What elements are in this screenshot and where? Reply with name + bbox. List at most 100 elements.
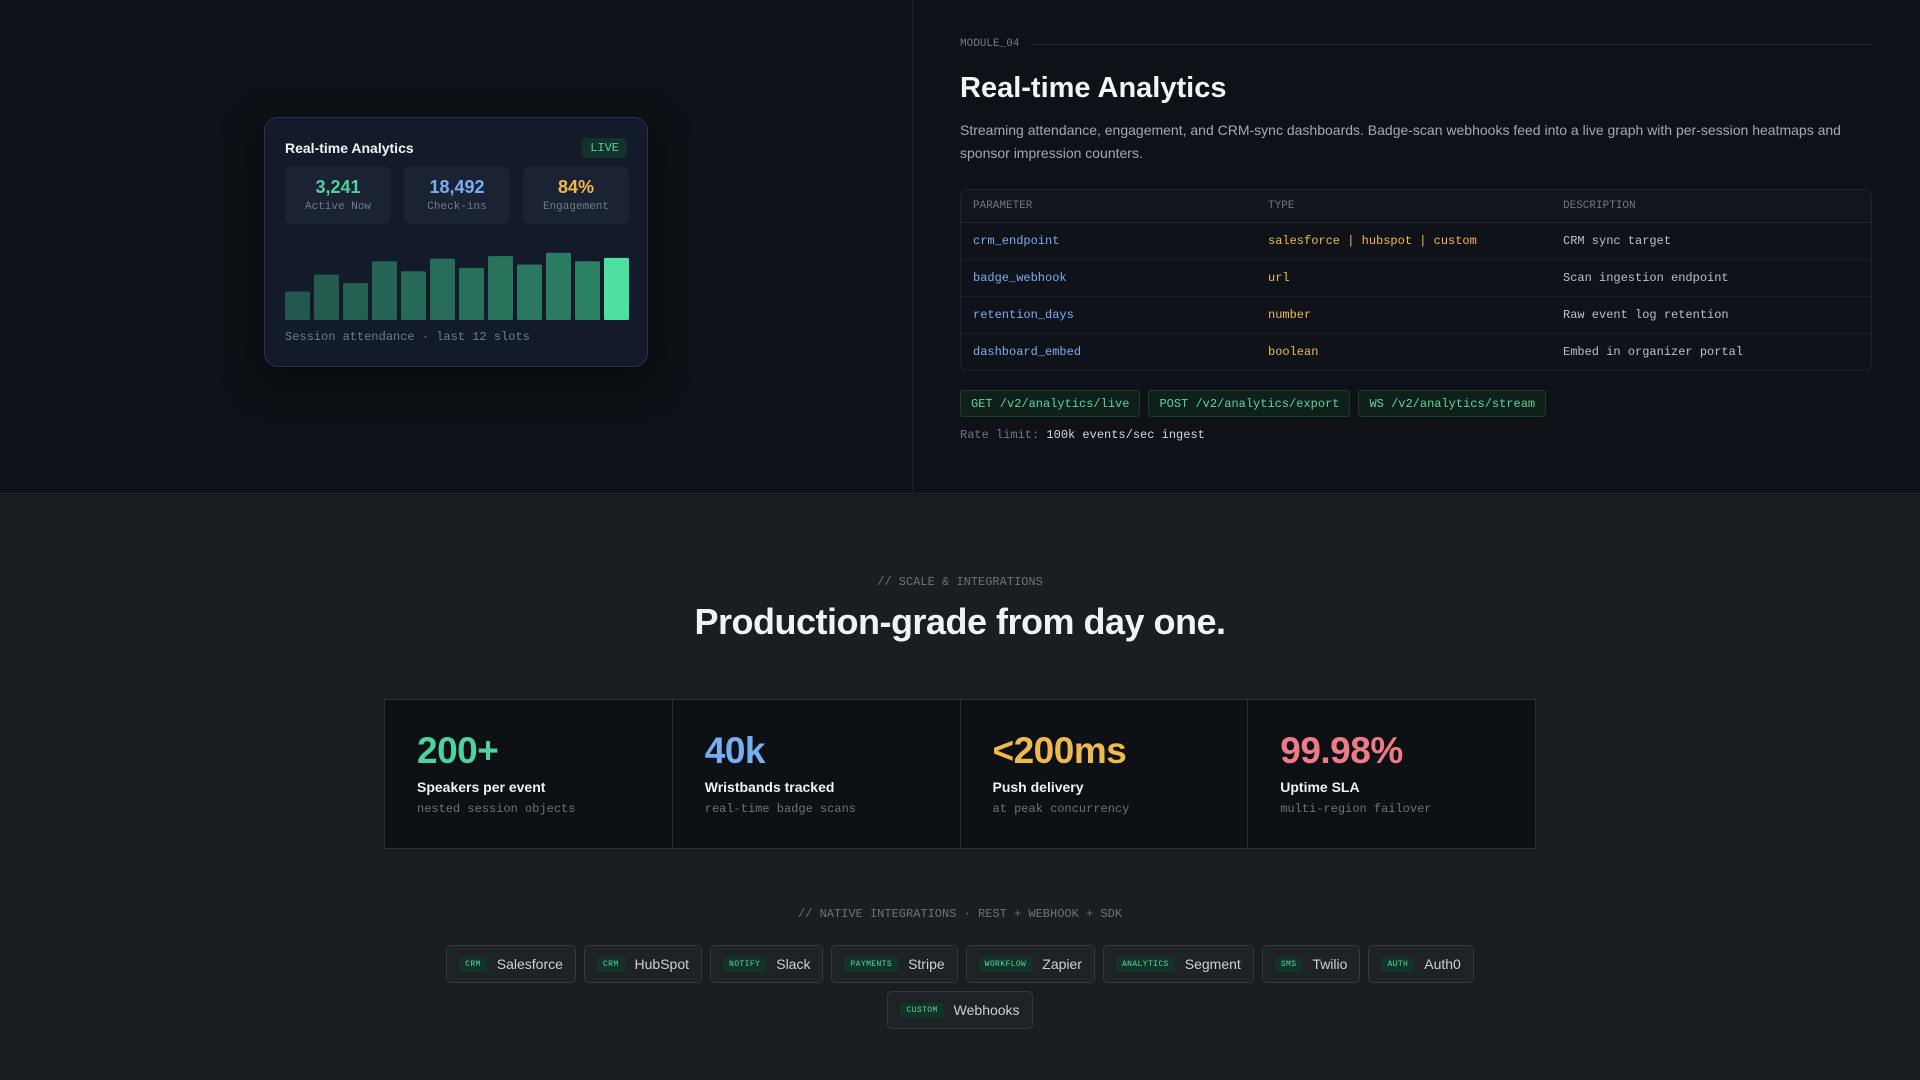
integration-name: Auth0	[1424, 956, 1461, 972]
integration-category: ANALYTICS	[1115, 956, 1175, 972]
metric-value: 3,241	[315, 177, 361, 197]
card-title: Real-time Analytics	[285, 140, 414, 156]
param-name: badge_webhook	[973, 271, 1067, 285]
integration-name: Zapier	[1042, 956, 1082, 972]
chart-caption: Session attendance · last 12 slots	[285, 330, 530, 344]
stat-push-delivery: <200ms Push delivery at peak concurrency	[961, 700, 1249, 848]
stat-sub: at peak concurrency	[992, 802, 1130, 816]
integration-name: Salesforce	[496, 956, 563, 972]
endpoint-list: GET /v2/analytics/live POST /v2/analytic…	[960, 390, 1547, 417]
stat-name: Wristbands tracked	[704, 779, 835, 795]
module-tag: MODULE_04	[960, 38, 1020, 50]
metric-engagement: 84% Engagement	[523, 166, 629, 224]
header-type: TYPE	[1268, 200, 1295, 212]
attendance-bar	[604, 257, 629, 320]
param-description: Scan ingestion endpoint	[1563, 271, 1729, 285]
integration-segment[interactable]: ANALYTICS Segment	[1102, 945, 1254, 983]
module-tag-row: MODULE_04	[960, 38, 1872, 50]
attendance-bar	[546, 252, 571, 320]
stat-sub: multi-region failover	[1280, 802, 1432, 816]
integration-category: WORKFLOW	[978, 956, 1033, 972]
integration-category: AUTH	[1381, 956, 1415, 972]
integration-category: PAYMENTS	[844, 956, 899, 972]
attendance-bar	[575, 261, 600, 320]
live-badge: LIVE	[582, 138, 627, 158]
integration-twilio[interactable]: SMS Twilio	[1261, 945, 1361, 983]
stat-value: 200+	[417, 730, 499, 771]
param-description: CRM sync target	[1563, 234, 1672, 248]
tag-divider-line	[1031, 43, 1872, 45]
table-row: dashboard_embed boolean Embed in organiz…	[961, 334, 1871, 370]
attendance-bar	[285, 291, 310, 320]
metric-value: 84%	[557, 177, 595, 197]
module-description: Streaming attendance, engagement, and CR…	[960, 122, 1841, 161]
param-description: Embed in organizer portal	[1563, 345, 1744, 359]
module-info: MODULE_04 Real-time Analytics Streaming …	[960, 38, 1872, 165]
stat-name: Uptime SLA	[1280, 779, 1360, 795]
stat-sub: real-time badge scans	[704, 802, 856, 816]
scale-eyebrow: // SCALE & INTEGRATIONS	[877, 575, 1043, 589]
module-title: Real-time Analytics	[960, 72, 1227, 104]
stat-value: <200ms	[992, 730, 1127, 771]
attendance-bar	[343, 283, 368, 320]
integration-slack[interactable]: NOTIFY Slack	[710, 945, 824, 983]
table-header: PARAMETER TYPE DESCRIPTION	[961, 190, 1871, 223]
integration-salesforce[interactable]: CRM Salesforce	[446, 945, 576, 983]
attendance-bar	[401, 271, 426, 320]
param-name: crm_endpoint	[973, 234, 1060, 248]
integration-webhooks[interactable]: CUSTOM Webhooks	[887, 991, 1033, 1029]
metric-value: 18,492	[429, 177, 485, 197]
bar-chart-svg	[285, 252, 629, 320]
analytics-preview-card: Real-time Analytics LIVE 3,241 Active No…	[264, 117, 648, 367]
integrations-eyebrow: // NATIVE INTEGRATIONS · REST + WEBHOOK …	[797, 907, 1123, 921]
rate-limit-label: Rate limit:	[960, 428, 1040, 442]
rate-limit: Rate limit: 100k events/sec ingest	[960, 428, 1205, 442]
module-section: Real-time Analytics LIVE 3,241 Active No…	[0, 0, 1920, 494]
endpoint-get-live: GET /v2/analytics/live	[960, 390, 1141, 417]
param-type: salesforce | hubspot | custom	[1268, 234, 1477, 248]
param-description: Raw event log retention	[1563, 308, 1729, 322]
attendance-bar	[430, 258, 455, 320]
stat-name: Push delivery	[992, 779, 1084, 795]
integration-hubspot[interactable]: CRM HubSpot	[583, 945, 703, 983]
integration-zapier[interactable]: WORKFLOW Zapier	[965, 945, 1095, 983]
integration-name: Twilio	[1312, 956, 1348, 972]
metric-label: Engagement	[542, 201, 609, 213]
attendance-bar	[459, 267, 484, 320]
param-type: number	[1268, 308, 1312, 322]
scale-section: // SCALE & INTEGRATIONS Production-grade…	[0, 495, 1920, 1080]
param-type: boolean	[1268, 345, 1319, 359]
stat-speakers: 200+ Speakers per event nested session o…	[385, 700, 673, 848]
stats-grid: 200+ Speakers per event nested session o…	[384, 699, 1536, 849]
rate-limit-value: 100k events/sec ingest	[1046, 428, 1205, 442]
endpoint-ws-stream: WS /v2/analytics/stream	[1358, 390, 1547, 417]
section-divider	[912, 0, 913, 494]
endpoint-post-export: POST /v2/analytics/export	[1148, 390, 1351, 417]
metric-check-ins: 18,492 Check-ins	[404, 166, 510, 224]
stat-sub: nested session objects	[417, 802, 576, 816]
table-row: badge_webhook url Scan ingestion endpoin…	[961, 260, 1871, 297]
integration-category: CUSTOM	[900, 1002, 944, 1018]
integration-category: CRM	[459, 956, 487, 972]
stat-value: 99.98%	[1280, 730, 1403, 771]
table-row: crm_endpoint salesforce | hubspot | cust…	[961, 223, 1871, 260]
scale-headline: Production-grade from day one.	[694, 601, 1226, 642]
stat-wristbands: 40k Wristbands tracked real-time badge s…	[673, 700, 961, 848]
param-name: retention_days	[973, 308, 1074, 322]
header-parameter: PARAMETER	[973, 200, 1033, 212]
integration-name: Segment	[1184, 956, 1241, 972]
integrations-list: CRM Salesforce CRM HubSpot NOTIFY Slack …	[0, 945, 1920, 1029]
attendance-bar-chart	[285, 236, 629, 320]
param-name: dashboard_embed	[973, 345, 1082, 359]
integration-name: Webhooks	[953, 1002, 1020, 1018]
integration-category: NOTIFY	[723, 956, 767, 972]
integration-name: HubSpot	[634, 956, 690, 972]
integration-auth0[interactable]: AUTH Auth0	[1368, 945, 1474, 983]
metric-active-now: 3,241 Active Now	[285, 166, 391, 224]
stat-value: 40k	[704, 730, 766, 771]
integration-stripe[interactable]: PAYMENTS Stripe	[831, 945, 958, 983]
attendance-bar	[517, 264, 542, 320]
integration-category: CRM	[596, 956, 625, 972]
attendance-bar	[372, 261, 397, 320]
parameter-table: PARAMETER TYPE DESCRIPTION crm_endpoint …	[960, 189, 1872, 371]
